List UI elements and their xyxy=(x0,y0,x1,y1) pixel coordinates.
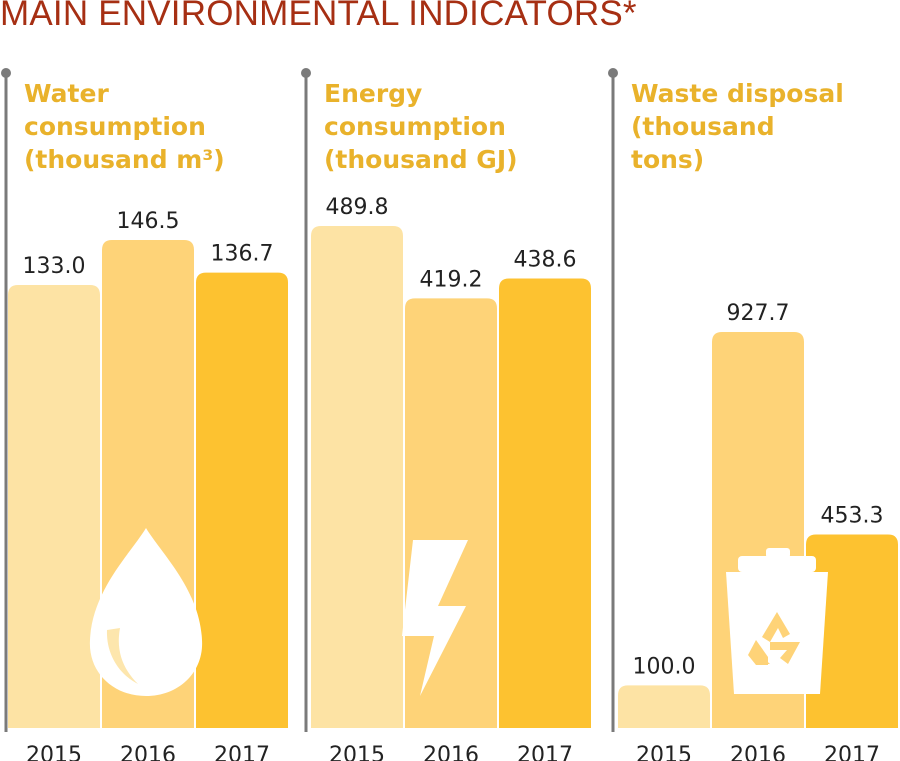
value-label: 133.0 xyxy=(23,254,86,279)
panel-title-line: (thousand xyxy=(631,112,775,141)
tick-label: 2015 xyxy=(636,743,692,761)
tick-label: 2016 xyxy=(730,743,786,761)
panel-title-line: Water xyxy=(24,79,109,108)
tick-label: 2017 xyxy=(824,743,880,761)
tick-label: 2016 xyxy=(120,743,176,761)
page-title: MAIN ENVIRONMENTAL INDICATORS* xyxy=(0,0,637,33)
panel-title-line: (thousand GJ) xyxy=(324,145,518,174)
panel-title-line: (thousand m³) xyxy=(24,145,225,174)
panel-1: Water consumption (thousand m³) 133.0 2015 14… xyxy=(1,68,288,761)
lightning-bolt-icon xyxy=(402,540,468,696)
panel-3: Waste disposal (thousand tons) 100.0 2015 927… xyxy=(608,68,898,761)
value-label: 100.0 xyxy=(633,654,696,679)
bar-2017 xyxy=(806,534,898,728)
panel-axis-dot xyxy=(1,68,11,78)
bar-2017 xyxy=(499,278,591,728)
bar-2016 xyxy=(405,298,497,728)
recycle-bin-icon xyxy=(726,548,828,694)
value-label: 489.8 xyxy=(326,195,389,220)
tick-label: 2015 xyxy=(329,743,385,761)
bar-2015 xyxy=(618,685,710,728)
tick-label: 2016 xyxy=(423,743,479,761)
panel-title-line: consumption xyxy=(324,112,506,141)
panel-title-line: tons) xyxy=(631,145,704,174)
value-label: 438.6 xyxy=(514,247,577,272)
panel-title-line: consumption xyxy=(24,112,206,141)
panel-title-line: Energy xyxy=(324,79,422,108)
bar-2017 xyxy=(196,272,288,728)
panel-2: Energy consumption (thousand GJ) 489.8 2015 4… xyxy=(301,68,591,761)
value-label: 419.2 xyxy=(420,267,483,292)
panel-axis-dot xyxy=(608,68,618,78)
bar-2015 xyxy=(8,284,100,728)
tick-label: 2017 xyxy=(517,743,573,761)
water-drop-icon xyxy=(89,528,203,696)
bar-2015 xyxy=(311,226,403,728)
value-label: 136.7 xyxy=(211,242,274,267)
panel-axis-dot xyxy=(301,68,311,78)
value-label: 146.5 xyxy=(117,209,180,234)
panel-title-line: Waste disposal xyxy=(631,79,844,108)
tick-label: 2015 xyxy=(26,743,82,761)
tick-label: 2017 xyxy=(214,743,270,761)
value-label: 927.7 xyxy=(727,301,790,326)
value-label: 453.3 xyxy=(821,504,884,529)
